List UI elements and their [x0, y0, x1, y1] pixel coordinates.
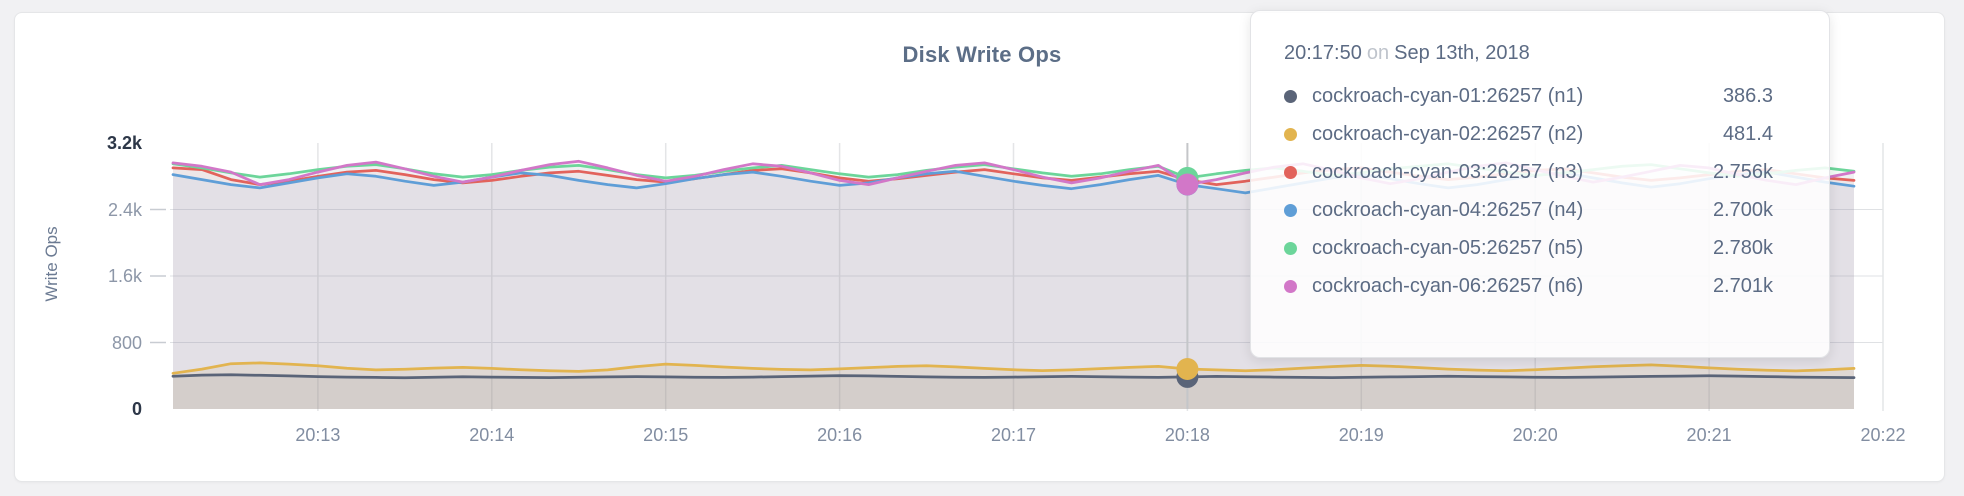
- tooltip-header: 20:17:50 on Sep 13th, 2018: [1284, 41, 1773, 65]
- tooltip-series-value: 2.701k: [1712, 274, 1773, 297]
- x-tick-label: 20:21: [1686, 425, 1732, 445]
- series-legend-dot-icon: [1284, 127, 1297, 141]
- y-tick-label: 3.2k: [106, 133, 142, 153]
- tooltip-series-value: 2.700k: [1712, 198, 1773, 221]
- tooltip-series-value: 2.756k: [1712, 160, 1773, 183]
- x-tick-label: 20:16: [817, 425, 863, 445]
- series-legend-dot-icon: [1284, 89, 1297, 103]
- tooltip-series-name: cockroach-cyan-03:26257 (n3): [1312, 160, 1584, 183]
- tooltip-row: cockroach-cyan-02:26257 (n2) 481.4: [1284, 115, 1773, 153]
- series-legend-dot-icon: [1284, 279, 1297, 293]
- tooltip-series-name: cockroach-cyan-02:26257 (n2): [1312, 122, 1584, 145]
- hover-point-n6: [1176, 173, 1199, 196]
- hover-tooltip: 20:17:50 on Sep 13th, 2018 cockroach-cyan-…: [1250, 10, 1830, 358]
- tooltip-series-name: cockroach-cyan-01:26257 (n1): [1312, 84, 1584, 107]
- y-tick-label: 800: [111, 332, 142, 353]
- x-tick-label: 20:18: [1164, 425, 1210, 445]
- tooltip-series-name: cockroach-cyan-06:26257 (n6): [1312, 274, 1584, 297]
- tooltip-row: cockroach-cyan-05:26257 (n5) 2.780k: [1284, 229, 1773, 267]
- x-tick-label: 20:17: [990, 425, 1037, 445]
- series-line-n2: [171, 361, 1856, 375]
- tooltip-series-value: 481.4: [1722, 122, 1773, 145]
- y-tick-label: 0: [131, 399, 142, 419]
- tooltip-row: cockroach-cyan-04:26257 (n4) 2.700k: [1284, 191, 1773, 229]
- tooltip-series-value: 2.780k: [1712, 236, 1773, 259]
- series-legend-dot-icon: [1284, 203, 1297, 217]
- tooltip-series-value: 386.3: [1722, 84, 1773, 107]
- y-tick-label: 2.4k: [107, 199, 142, 220]
- tooltip-date: Sep 13th, 2018: [1394, 42, 1530, 64]
- series-legend-dot-icon: [1284, 165, 1297, 179]
- chart-title: Disk Write Ops: [902, 42, 1062, 67]
- tooltip-series-name: cockroach-cyan-05:26257 (n5): [1312, 236, 1584, 259]
- tooltip-row: cockroach-cyan-01:26257 (n1) 386.3: [1284, 77, 1773, 115]
- x-tick-label: 20:14: [469, 425, 515, 445]
- x-tick-label: 20:19: [1338, 425, 1384, 445]
- hover-point-n2: [1176, 358, 1199, 380]
- series-area-n2: [173, 362, 1854, 409]
- series-legend-dot-icon: [1284, 241, 1297, 255]
- series-area-n1: [173, 374, 1854, 409]
- tooltip-row: cockroach-cyan-06:26257 (n6) 2.701k: [1284, 267, 1773, 305]
- series-line-n1: [171, 373, 1856, 380]
- tooltip-series-name: cockroach-cyan-04:26257 (n4): [1312, 198, 1584, 221]
- tooltip-conjunction: on: [1366, 42, 1390, 64]
- tooltip-rows: cockroach-cyan-01:26257 (n1) 386.3 cockroa…: [1284, 77, 1773, 305]
- x-tick-label: 20:15: [643, 425, 689, 445]
- x-tick-label: 20:13: [295, 425, 341, 445]
- tooltip-row: cockroach-cyan-03:26257 (n3) 2.756k: [1284, 153, 1773, 191]
- y-tick-label: 1.6k: [107, 266, 142, 286]
- x-tick-label: 20:22: [1860, 425, 1906, 445]
- tooltip-time: 20:17:50: [1284, 42, 1362, 64]
- x-tick-label: 20:20: [1512, 425, 1558, 445]
